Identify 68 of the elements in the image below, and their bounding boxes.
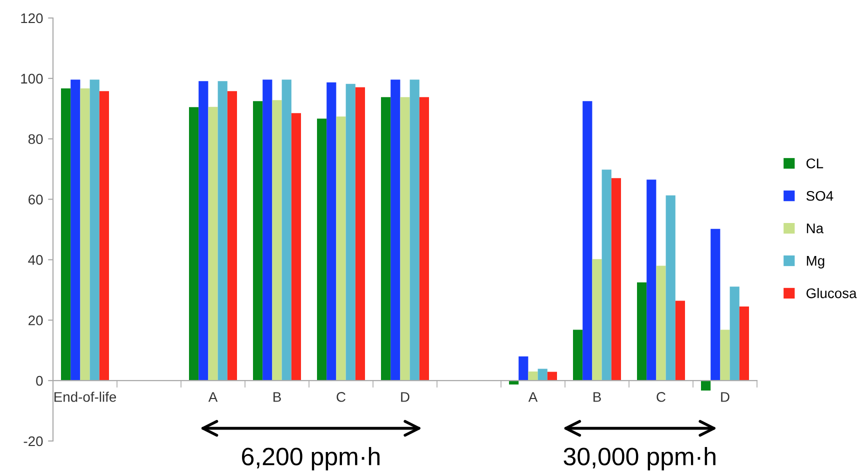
bar [346, 84, 356, 381]
text: 6,200 ppm·h [242, 447, 380, 470]
bar [355, 87, 365, 381]
bar [381, 97, 391, 381]
bar [400, 97, 410, 381]
bar [666, 195, 676, 381]
bar [218, 81, 228, 381]
y-tick-label: -20 [24, 436, 43, 446]
bar [518, 356, 528, 381]
bar [336, 116, 346, 381]
y-tick-label: 100 [21, 74, 43, 84]
x-tick-label: C [336, 392, 346, 402]
bar [99, 91, 109, 381]
bar [198, 81, 208, 381]
bar [390, 80, 400, 381]
y-tick-label: 20 [28, 315, 43, 326]
legend-label: Glucosa [806, 288, 857, 298]
x-tick-label: C [656, 392, 666, 402]
bar [70, 80, 80, 381]
bar [710, 228, 720, 381]
bar [720, 330, 730, 381]
bar [90, 80, 100, 381]
x-tick-label: A [528, 392, 538, 402]
x-tick-label: D [721, 392, 730, 402]
bar [291, 113, 301, 381]
y-tick-label: 80 [28, 134, 43, 144]
bar [573, 330, 583, 381]
bar [656, 266, 666, 381]
bar [528, 372, 538, 381]
bar [701, 380, 711, 391]
bar [208, 106, 218, 381]
bar [317, 118, 327, 381]
bar [326, 82, 336, 381]
bar [592, 259, 602, 381]
bar [611, 178, 621, 381]
x-tick-label: B [594, 392, 601, 402]
bar [189, 107, 199, 381]
bar [253, 101, 263, 381]
x-tick-label: D [401, 392, 410, 402]
bar [637, 282, 647, 381]
bar [61, 88, 71, 381]
y-tick-label: 40 [28, 255, 43, 265]
legend-label: CL [806, 158, 824, 168]
x-tick-label: A [208, 392, 218, 402]
bar [538, 368, 548, 381]
bar [646, 180, 656, 381]
bar [282, 80, 292, 381]
y-tick-label: 60 [28, 194, 43, 204]
bar [410, 80, 420, 381]
text: 30,000 ppm·h [564, 447, 716, 470]
legend-label: SO4 [806, 190, 834, 201]
bar [80, 88, 90, 381]
legend-label: Na [806, 224, 824, 234]
bar [547, 372, 557, 381]
x-tick-label: B [274, 392, 281, 402]
bar [675, 300, 685, 381]
bar [262, 80, 272, 381]
x-tick-label: End-of-life [54, 392, 116, 402]
bar [272, 100, 282, 381]
y-tick-label: 120 [21, 13, 43, 24]
bar [739, 306, 749, 381]
y-tick-label: 0 [36, 376, 43, 386]
bar [582, 101, 592, 381]
bar [602, 170, 612, 381]
bar [419, 97, 429, 381]
bar [730, 286, 740, 381]
legend-label: Mg [806, 256, 824, 268]
bar [227, 91, 237, 381]
